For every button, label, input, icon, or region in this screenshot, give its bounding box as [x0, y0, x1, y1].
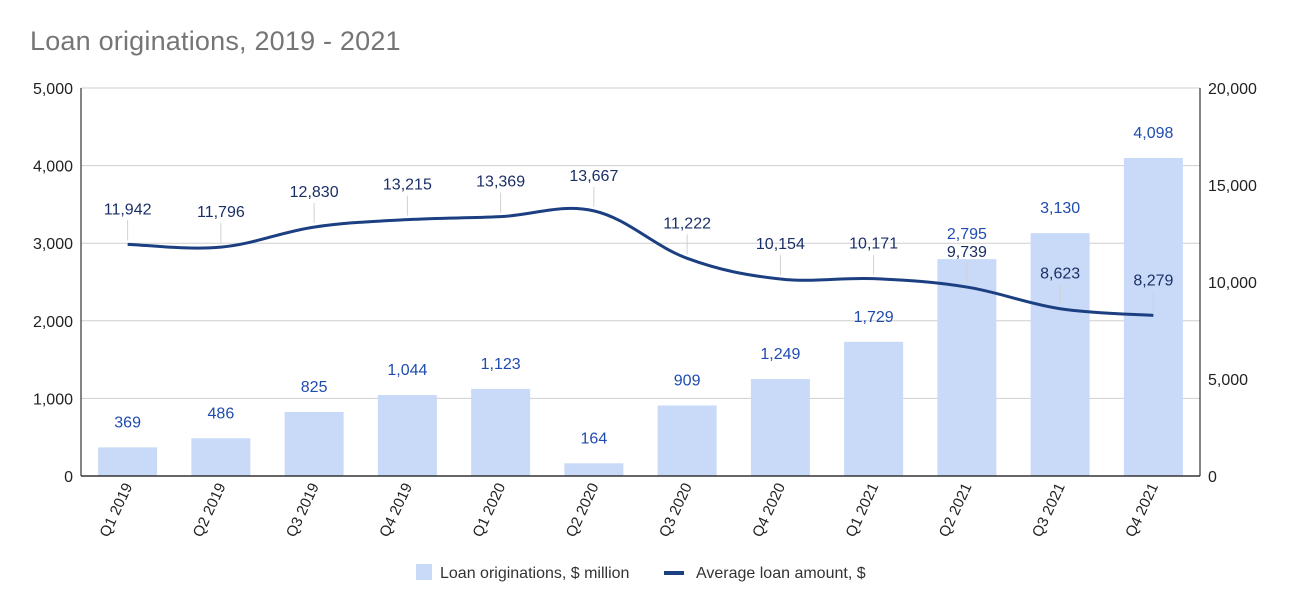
bar-data-label: 825: [301, 379, 328, 396]
bar-layer: [98, 157, 1183, 477]
bar-data-label: 369: [114, 414, 141, 431]
line-data-label: 11,222: [663, 215, 711, 232]
bar: [471, 388, 531, 476]
right-tick-label: 0: [1208, 469, 1217, 486]
bar-data-label: 486: [208, 405, 235, 422]
bar-data-label: 1,123: [481, 356, 521, 373]
category-label: Q3 2020: [656, 481, 696, 540]
right-tick-label: 15,000: [1208, 178, 1257, 195]
left-tick-label: 3,000: [33, 236, 73, 253]
bar: [1123, 157, 1183, 477]
bar-data-label: 1,044: [387, 362, 427, 379]
legend-layer: Loan originations, $ million Average loan…: [416, 564, 866, 582]
left-tick-label: 0: [64, 469, 73, 486]
line-data-label: 9,739: [947, 244, 987, 261]
line-data-label: 8,279: [1133, 272, 1173, 289]
right-tick-label: 10,000: [1208, 275, 1257, 292]
line-data-label: 13,369: [476, 174, 525, 191]
right-tick-label: 20,000: [1208, 81, 1257, 98]
line-data-label: 11,796: [197, 204, 245, 221]
left-tick-label: 5,000: [33, 81, 73, 98]
category-label: Q1 2020: [470, 481, 510, 540]
category-label: Q2 2020: [563, 481, 603, 540]
bar-data-label: 2,795: [947, 226, 987, 243]
bar: [1030, 233, 1090, 476]
category-label: Q2 2019: [190, 481, 230, 540]
bar: [191, 438, 251, 476]
bar-data-label: 1,249: [760, 346, 800, 363]
line-layer: [127, 206, 1154, 317]
bar-data-label: 3,130: [1040, 200, 1080, 217]
line-data-label: 12,830: [290, 184, 339, 201]
category-label: Q1 2021: [843, 481, 883, 540]
left-tick-label: 1,000: [33, 391, 73, 408]
line-data-label: 10,154: [756, 236, 805, 253]
bar: [844, 341, 904, 476]
bar: [564, 463, 624, 476]
line-data-label: 13,215: [383, 177, 432, 194]
bar: [284, 411, 344, 476]
bar: [98, 447, 158, 476]
bar-data-label: 4,098: [1133, 125, 1173, 142]
right-tick-label: 5,000: [1208, 372, 1248, 389]
bar: [750, 379, 810, 476]
category-label: Q1 2019: [97, 481, 137, 540]
legend-label-line: Average loan amount, $: [696, 565, 866, 582]
chart-title: Loan originations, 2019 - 2021: [30, 26, 401, 56]
left-tick-label: 4,000: [33, 159, 73, 176]
bar: [377, 394, 437, 476]
bar-data-label: 164: [581, 430, 608, 447]
bar: [937, 259, 997, 476]
category-label: Q4 2019: [376, 481, 416, 540]
grid-layer: [81, 87, 1200, 399]
bar-data-label: 909: [674, 372, 701, 389]
line-data-label: 8,623: [1040, 266, 1080, 283]
category-label: Q4 2020: [749, 481, 789, 540]
label-layer: 11,942 11,796 12,830 13,215 13,369 13,667 11,2…: [104, 125, 1174, 447]
line-data-label: 11,942: [104, 201, 152, 218]
line-data-label: 10,171: [849, 236, 898, 253]
legend-label-bars: Loan originations, $ million: [440, 565, 629, 582]
legend-swatch-bars: [416, 564, 432, 580]
category-label: Q4 2021: [1122, 481, 1162, 540]
category-label: Q3 2019: [283, 481, 323, 540]
left-tick-label: 2,000: [33, 314, 73, 331]
category-label: Q2 2021: [936, 481, 976, 540]
avg-loan-line: [127, 206, 1154, 317]
bar: [657, 405, 717, 476]
category-label: Q3 2021: [1029, 481, 1069, 540]
line-data-label: 13,667: [569, 168, 618, 185]
bar-data-label: 1,729: [854, 309, 894, 326]
